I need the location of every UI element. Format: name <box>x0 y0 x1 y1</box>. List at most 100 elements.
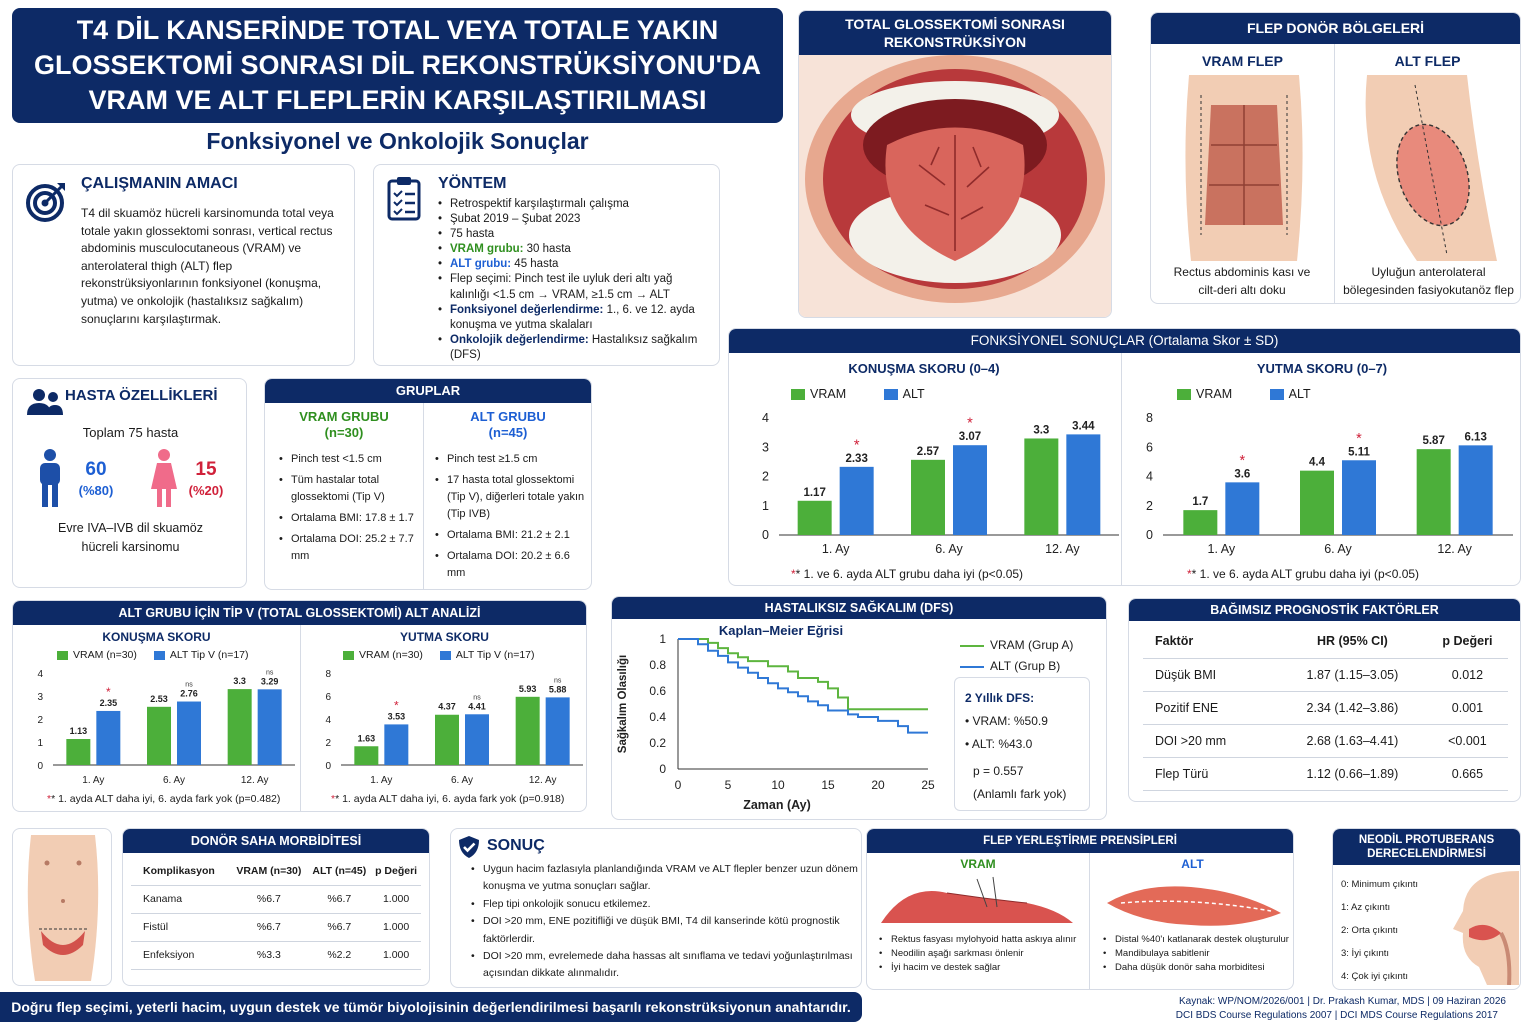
placement-alt-item: Daha düşük donör saha morbiditesi <box>1103 961 1291 975</box>
method-item-label: VRAM grubu: <box>450 243 524 256</box>
alt-flep-desc: Uyluğun anterolateral bölegesinden fasiy… <box>1343 265 1514 297</box>
male-count: 60 <box>85 459 107 480</box>
method-item-text: 45 hasta <box>511 258 559 271</box>
table-cell: %6.7 <box>307 913 372 942</box>
bar-vram <box>354 746 379 765</box>
prognostic-row: DOI >20 mm 2.68 (1.63–4.41) <0.001 <box>1143 724 1508 758</box>
significance-mark: * <box>967 416 973 432</box>
neotongue-grade: 1: Az çıkıntı <box>1341 902 1391 913</box>
x-tick-label: 6. Ay <box>163 775 185 786</box>
method-item-label: ALT grubu: <box>450 258 512 271</box>
conclusion-item: Uygun hacim fazlasıyla planlandığında VR… <box>471 861 863 896</box>
legend-vram: VRAM (n=30) <box>359 649 423 661</box>
sub-speech-note-text: * 1. ayda ALT daha iyi, 6. ayda fark yok… <box>51 793 281 805</box>
y-tick-label: 1 <box>659 632 666 646</box>
divider <box>300 625 301 811</box>
bar-alt <box>953 445 987 535</box>
dfs-alt-text: ALT: %43.0 <box>971 737 1033 751</box>
alt-group-item: Pinch test ≥1.5 cm <box>435 451 585 468</box>
table-header: ALT (n=45) <box>307 857 372 886</box>
bar-value-label: 4.4 <box>1309 457 1326 469</box>
table-header: HR (95% CI) <box>1277 625 1427 659</box>
ns-mark: ns <box>266 669 274 676</box>
male-percent: (%80) <box>78 483 114 498</box>
divider <box>1334 44 1335 303</box>
sub-swallow-note-text: * 1. ayda ALT daha iyi, 6. ayda fark yok… <box>335 793 565 805</box>
x-tick-label: 12. Ay <box>241 775 269 786</box>
table-cell: 1.000 <box>371 941 421 970</box>
y-tick-label: 3 <box>37 692 43 703</box>
table-header: Faktör <box>1143 625 1278 659</box>
legend-alt: ALT <box>902 387 925 401</box>
method-item: ALT grubu: 45 hasta <box>438 257 713 272</box>
bar-vram <box>147 706 171 765</box>
x-tick-label: 6. Ay <box>451 775 473 786</box>
male-icon <box>40 449 60 507</box>
significance-mark: * <box>854 437 860 453</box>
swallow-legend: VRAM ALT <box>1177 387 1311 401</box>
alt-group-item: Ortalama BMI: 21.2 ± 2.1 <box>435 527 585 544</box>
table-cell: 1.000 <box>371 885 421 914</box>
table-cell: 0.012 <box>1426 658 1508 692</box>
legend-swatch-green <box>1177 389 1191 401</box>
alt-group-item: Ortalama DOI: 20.2 ± 6.6 mm <box>435 548 585 582</box>
method-item-text: 1., 6. ve 12. ayda konuşma ve yutma skal… <box>450 303 695 331</box>
bar-value-label: 4.37 <box>438 702 456 712</box>
functional-note-text: * 1. ve 6. ayda ALT grubu daha iyi (p<0.… <box>795 567 1024 581</box>
bar-value-label: 3.3 <box>233 676 246 686</box>
placement-vram-list: Rektus fasyası mylohyoid hatta askıya al… <box>879 933 1084 975</box>
y-tick-label: 0 <box>762 528 769 542</box>
dfs-card: HASTALIKSIZ SAĞKALIM (DFS) Kaplan–Meier … <box>611 596 1107 820</box>
divider <box>1089 853 1090 989</box>
dfs-summary-box: 2 Yıllık DFS: • VRAM: %50.9 • ALT: %43.0… <box>954 677 1090 811</box>
method-item-text: Retrospektif karşılaştırmalı çalışma <box>450 198 629 210</box>
bar-value-label: 2.53 <box>150 694 168 704</box>
bar-value-label: 3.53 <box>388 711 406 721</box>
conclusion-list: Uygun hacim fazlasıyla planlandığında VR… <box>471 861 863 983</box>
bar-alt <box>1458 445 1493 535</box>
body-illustration-card <box>12 828 112 986</box>
footer-source-1: Kaynak: WP/NOM/2026/001 | Dr. Prakash Ku… <box>1178 996 1506 1007</box>
patients-heading: HASTA ÖZELLİKLERİ <box>65 387 218 404</box>
method-list: Retrospektif karşılaştırmalı çalışma Şuba… <box>438 197 713 363</box>
km-legend: VRAM (Grup A) ALT (Grup B) <box>960 635 1073 677</box>
vram-group-list: Pinch test <1.5 cm Tüm hastalar total glo… <box>279 451 419 569</box>
conclusion-card: SONUÇ Uygun hacim fazlasıyla planlandığı… <box>450 828 862 988</box>
bar-vram <box>515 696 540 765</box>
x-tick-label: 6. Ay <box>1324 542 1352 556</box>
bar-value-label: 3.44 <box>1072 420 1095 432</box>
mouth-heading: TOTAL GLOSSEKTOMİ SONRASI REKONSTRÜKSİYO… <box>799 11 1111 55</box>
conclusion-heading: SONUÇ <box>487 837 545 854</box>
bar-value-label: 3.07 <box>959 431 981 443</box>
functional-heading: FONKSİYONEL SONUÇLAR (Ortalama Skor ± SD… <box>729 329 1520 353</box>
table-cell: 0.665 <box>1426 757 1508 791</box>
table-cell: Pozitif ENE <box>1143 691 1278 725</box>
bar-alt <box>545 697 570 765</box>
placement-alt-item: Mandibulaya sabitlenir <box>1103 947 1291 961</box>
sub-speech-legend: VRAM (n=30) ALT Tip V (n=17) <box>57 649 249 661</box>
method-item-text: Flep seçimi: Pinch test ile uyluk deri a… <box>450 273 673 301</box>
alt-group-list: Pinch test ≥1.5 cm 17 hasta total glossek… <box>435 451 585 586</box>
y-tick-label: 1 <box>37 738 43 749</box>
footer-banner: Doğru flep seçimi, yeterli hacim, uygun … <box>0 992 862 1022</box>
footer-source-2: DCI BDS Course Regulations 2007 | DCI MD… <box>1175 1010 1498 1021</box>
table-cell: 1.12 (0.66–1.89) <box>1277 757 1427 791</box>
placement-vram-item: İyi hacim ve destek sağlar <box>879 961 1084 975</box>
table-cell: 0.001 <box>1426 691 1508 725</box>
ns-mark: ns <box>554 677 562 684</box>
female-count: 15 <box>195 459 217 480</box>
clipboard-icon <box>387 177 421 221</box>
km-curve-vram <box>678 638 928 711</box>
ns-mark: ns <box>185 682 193 689</box>
y-tick-label: 8 <box>325 669 331 680</box>
x-tick-label: 1. Ay <box>370 775 392 786</box>
x-tick-label: 12. Ay <box>529 775 557 786</box>
table-cell: %6.7 <box>307 885 372 914</box>
sub-speech-title: KONUŞMA SKORU <box>102 630 211 644</box>
y-tick-label: 3 <box>762 440 769 454</box>
table-cell: Kanama <box>131 885 231 914</box>
subtitle: Fonksiyonel ve Onkolojik Sonuçlar <box>206 128 589 154</box>
x-tick-label: 25 <box>921 778 935 792</box>
x-tick-label: 0 <box>675 778 682 792</box>
prognostic-row: Düşük BMI 1.87 (1.15–3.05) 0.012 <box>1143 658 1508 692</box>
